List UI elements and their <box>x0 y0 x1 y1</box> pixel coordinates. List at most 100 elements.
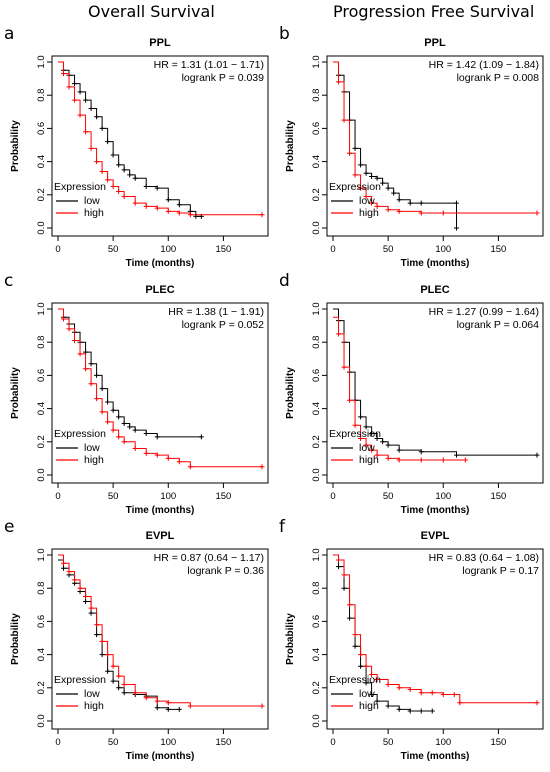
x-tick-label: 150 <box>215 244 231 255</box>
censor-mark <box>391 190 397 196</box>
censor-mark <box>352 422 358 428</box>
y-tick-label: 0.8 <box>36 582 47 595</box>
y-axis-label: Probability <box>10 367 21 419</box>
y-tick-label: 0.6 <box>36 369 47 382</box>
censor-mark <box>110 184 116 189</box>
y-tick-label: 0.0 <box>36 714 47 727</box>
censor-mark <box>94 372 100 378</box>
censor-mark <box>385 681 391 687</box>
censor-mark <box>105 419 111 425</box>
hazard-ratio-label: HR = 1.31 (1.01 − 1.71) <box>154 59 264 71</box>
censor-mark <box>396 208 402 214</box>
x-tick-label: 50 <box>383 244 394 255</box>
censor-mark <box>132 175 138 181</box>
legend-label-high: high <box>359 207 379 219</box>
censor-mark <box>105 668 111 674</box>
censor-mark <box>259 703 265 709</box>
censor-mark <box>66 326 72 332</box>
censor-mark <box>88 361 94 367</box>
censor-mark <box>88 381 94 387</box>
y-tick-label: 0.2 <box>36 435 47 448</box>
panel-letter: d <box>279 271 290 291</box>
censor-mark <box>374 452 380 458</box>
hazard-ratio-label: HR = 0.87 (0.64 − 1.17) <box>154 552 264 564</box>
censor-mark <box>77 89 83 95</box>
logrank-p-label: logrank P = 0.008 <box>457 72 540 84</box>
censor-mark <box>407 686 413 692</box>
censor-mark <box>259 464 265 470</box>
censor-mark <box>132 690 138 696</box>
censor-mark <box>363 193 369 199</box>
censor-mark <box>358 663 364 669</box>
y-tick-label: 0.2 <box>36 681 47 694</box>
censor-mark <box>121 690 127 696</box>
y-tick-label: 0.4 <box>36 648 47 661</box>
hazard-ratio-label: HR = 1.27 (0.99 − 1.64) <box>429 306 539 318</box>
censor-mark <box>336 564 342 570</box>
censor-mark <box>374 698 380 704</box>
censor-mark <box>127 172 133 178</box>
censor-mark <box>352 643 358 649</box>
censor-mark <box>347 615 353 621</box>
y-axis-label: Probability <box>10 613 21 665</box>
censor-mark <box>154 185 160 191</box>
censor-mark <box>88 145 94 151</box>
km-panel-e: e EVPL HR = 0.87 (0.64 − 1.17) logrank P = … <box>0 517 275 772</box>
y-tick-label: 0.2 <box>311 435 322 448</box>
y-tick-label: 0.8 <box>311 336 322 349</box>
censor-mark <box>341 572 347 578</box>
censor-mark <box>105 139 111 145</box>
x-axis-label: Time (months) <box>401 258 470 269</box>
censor-mark <box>534 210 540 216</box>
censor-mark <box>83 129 89 135</box>
censor-mark <box>110 663 116 669</box>
plot-frame <box>51 302 269 484</box>
censor-mark <box>110 427 116 433</box>
y-axis-label: Probability <box>10 120 21 172</box>
censor-mark <box>72 338 78 344</box>
censor-mark <box>396 457 402 463</box>
logrank-p-label: logrank P = 0.039 <box>182 72 265 84</box>
km-chart: PLEC HR = 1.27 (0.99 − 1.64)logrank P = 0… <box>285 284 544 516</box>
x-axis-label: Time (months) <box>126 258 195 269</box>
censor-mark <box>83 598 89 604</box>
x-tick-label: 100 <box>435 244 451 255</box>
censor-mark <box>363 170 369 176</box>
censor-mark <box>418 690 424 696</box>
x-tick-label: 0 <box>55 244 60 255</box>
censor-mark <box>165 700 171 706</box>
km-chart: EVPL HR = 0.83 (0.64 − 1.08)logrank P = 0… <box>285 530 544 762</box>
gene-title: PPL <box>424 37 446 49</box>
censor-mark <box>110 152 116 158</box>
legend-title: Expression <box>54 181 106 193</box>
x-tick-label: 50 <box>383 737 394 748</box>
censor-mark <box>154 452 160 458</box>
km-panel-d: d PLEC HR = 1.27 (0.99 − 1.64) logrank P = … <box>275 271 550 526</box>
censor-mark <box>385 442 391 448</box>
censor-mark <box>396 197 402 203</box>
y-axis-label: Probability <box>285 613 296 665</box>
panel-letter: a <box>4 24 15 44</box>
censor-mark <box>121 681 127 687</box>
censor-mark <box>61 565 67 571</box>
censor-mark <box>429 690 435 696</box>
censor-mark <box>374 435 380 441</box>
censor-mark <box>374 677 380 682</box>
x-tick-label: 150 <box>215 737 231 748</box>
y-tick-label: 0.6 <box>311 369 322 382</box>
legend-label-low: low <box>84 688 100 700</box>
censor-mark <box>187 703 193 709</box>
y-tick-label: 0.4 <box>311 402 322 415</box>
panel-letter: e <box>4 517 15 537</box>
survival-curve-low <box>58 61 202 217</box>
censor-mark <box>385 703 391 709</box>
censor-mark <box>396 685 402 691</box>
panel-letter: c <box>4 271 14 291</box>
overall-survival-header: Overall Survival <box>88 2 215 21</box>
censor-mark <box>187 464 193 470</box>
censor-mark <box>341 364 347 370</box>
y-axis-label: Probability <box>285 120 296 172</box>
censor-mark <box>99 125 105 131</box>
censor-mark <box>143 695 149 701</box>
censor-mark <box>154 205 160 211</box>
